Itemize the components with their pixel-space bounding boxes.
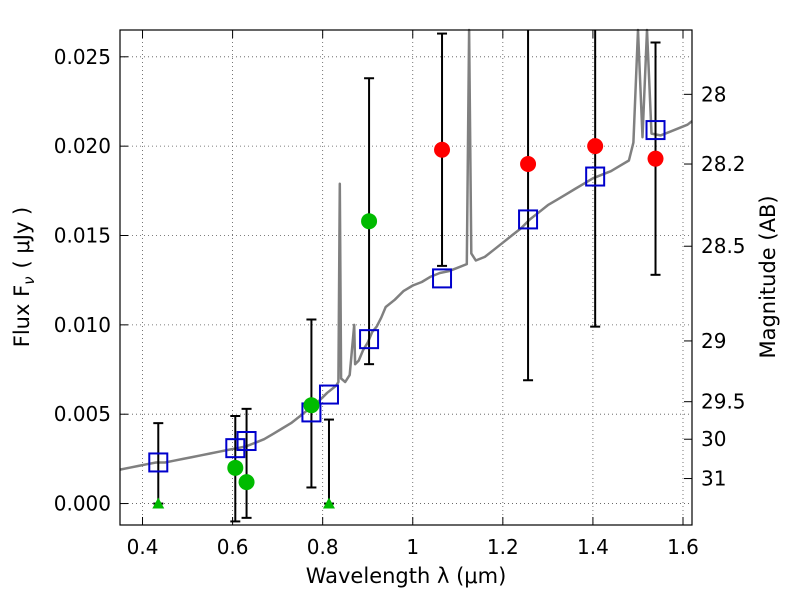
x-tick-label-0: 0.4	[127, 535, 159, 559]
model-square-0	[148, 452, 169, 473]
x-tick-label-3: 1	[406, 535, 419, 559]
red-point-1	[520, 156, 537, 173]
y-tick-label-3: 0.015	[54, 224, 111, 248]
model-square-6	[432, 268, 453, 289]
error-bars	[153, 30, 661, 523]
y-axis-label: Flux Fν ( μJy )	[10, 207, 38, 348]
model-square-4	[318, 384, 339, 405]
y-axis-label-unit: ( μJy )	[10, 207, 34, 269]
mag-tick-label-0: 28	[701, 82, 726, 106]
red-point-3	[647, 150, 664, 167]
model-square-1	[225, 438, 246, 459]
mag-tick-label-3: 29	[701, 329, 726, 353]
mag-tick-label-5: 30	[701, 427, 726, 451]
y-axis-label-main: Flux F	[10, 285, 34, 347]
mag-tick-label-1: 28.2	[701, 152, 746, 176]
upper-limit-triangle-1	[322, 497, 335, 509]
x-tick-label-2: 0.8	[307, 535, 339, 559]
model-square-2	[236, 431, 257, 452]
mag-tick-label-4: 29.5	[701, 390, 746, 414]
model-square-8	[585, 166, 606, 187]
y-tick-label-0: 0.000	[54, 492, 111, 516]
y-tick-label-1: 0.005	[54, 402, 111, 426]
y-tick-label-5: 0.025	[54, 45, 111, 69]
model-spectrum	[119, 28, 693, 471]
green-point-0	[227, 459, 244, 476]
x-tick-label-6: 1.6	[667, 535, 699, 559]
x-tick-label-5: 1.4	[577, 535, 609, 559]
x-axis-label: Wavelength λ (μm)	[306, 564, 507, 588]
y2-axis-label: Magnitude (AB)	[756, 195, 780, 358]
spectrum-line	[119, 28, 693, 471]
mag-tick-label-2: 28.5	[701, 234, 746, 258]
upper-limit-triangle-0	[152, 497, 165, 509]
x-tick-label-4: 1.2	[487, 535, 519, 559]
green-point-3	[361, 213, 378, 230]
y-tick-label-4: 0.020	[54, 134, 111, 158]
mag-tick-label-6: 31	[701, 467, 726, 491]
green-point-1	[238, 474, 255, 491]
red-point-0	[434, 141, 451, 158]
model-square-5	[359, 329, 380, 350]
grid-lines	[120, 30, 692, 525]
model-square-9	[645, 120, 666, 141]
data-markers	[148, 120, 666, 509]
model-square-7	[518, 209, 539, 230]
y-axis-label-sub: ν	[20, 276, 38, 284]
plot-frame	[119, 29, 693, 526]
y-tick-label-2: 0.010	[54, 313, 111, 337]
x-tick-label-1: 0.6	[217, 535, 249, 559]
axis-ticks: 0.4 0.6 0.8 1 1.2 1.4 1.6 0.000 0.005 0.010 0.015 0…	[54, 30, 746, 559]
red-point-2	[587, 138, 604, 155]
green-point-2	[303, 397, 320, 414]
